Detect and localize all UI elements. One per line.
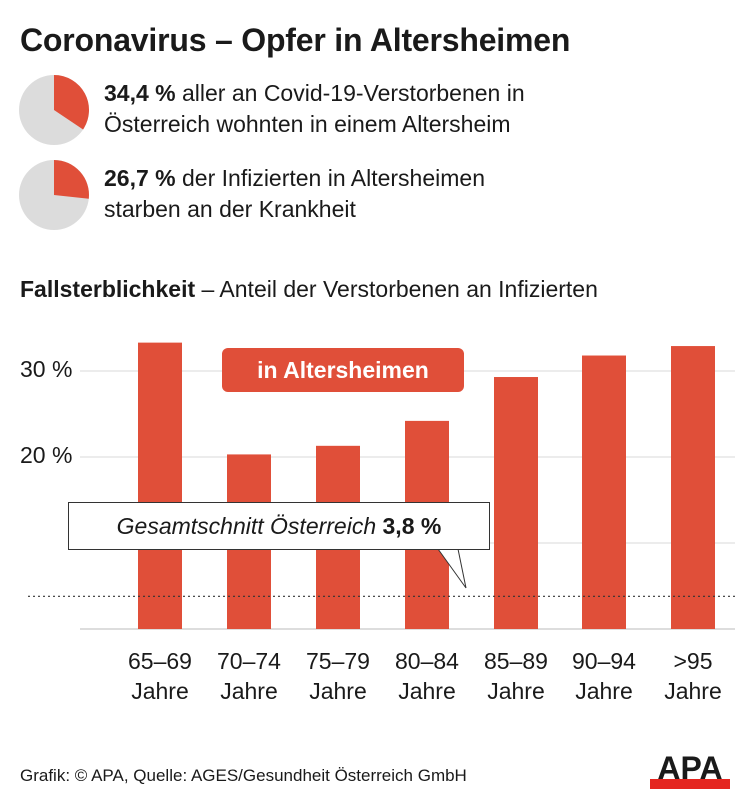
- stat-2: 26,7 % der Infizierten in Altersheimen s…: [104, 163, 485, 225]
- x-label-range: >95: [673, 648, 713, 674]
- x-label-unit: Jahre: [131, 678, 189, 704]
- apa-logo: APA: [650, 752, 730, 789]
- bar-90–94: [582, 355, 626, 629]
- series-label: in Altersheimen: [222, 348, 464, 392]
- x-label: 70–74 Jahre: [204, 646, 294, 706]
- stat-2-line1: der Infizierten in Altersheimen: [175, 165, 485, 191]
- stat-2-value: 26,7 %: [104, 165, 176, 191]
- chart-title-rest: – Anteil der Verstorbenen an Infizierten: [195, 276, 598, 302]
- x-label: 85–89 Jahre: [471, 646, 561, 706]
- reference-value: 3,8 %: [382, 513, 442, 539]
- x-label-range: 75–79: [306, 648, 370, 674]
- y-tick-20: 20 %: [20, 442, 73, 468]
- y-tick-30: 30 %: [20, 356, 73, 382]
- x-label-unit: Jahre: [398, 678, 456, 704]
- stat-1-line2: Österreich wohnten in einem Altersheim: [104, 111, 511, 137]
- x-label-unit: Jahre: [487, 678, 545, 704]
- x-label-range: 85–89: [484, 648, 548, 674]
- stat-2-line2: starben an der Krankheit: [104, 196, 356, 222]
- reference-callout: Gesamtschnitt Österreich 3,8 %: [68, 502, 490, 550]
- x-label-range: 80–84: [395, 648, 459, 674]
- x-label: 80–84 Jahre: [382, 646, 472, 706]
- footer-source: Grafik: © APA, Quelle: AGES/Gesundheit Ö…: [20, 766, 467, 785]
- x-label-unit: Jahre: [664, 678, 722, 704]
- callout-pointer: [437, 548, 467, 589]
- page-title: Coronavirus – Opfer in Altersheimen: [20, 22, 571, 58]
- stat-1: 34,4 % aller an Covid-19-Verstorbenen in…: [104, 78, 525, 140]
- x-label: 90–94 Jahre: [559, 646, 649, 706]
- stat-1-value: 34,4 %: [104, 80, 176, 106]
- chart-title: Fallsterblichkeit – Anteil der Verstorbe…: [20, 276, 598, 303]
- stat-1-line1: aller an Covid-19-Verstorbenen in: [175, 80, 525, 106]
- x-label-unit: Jahre: [575, 678, 633, 704]
- pie-slice-1: [54, 75, 89, 130]
- reference-label: Gesamtschnitt Österreich: [116, 513, 383, 539]
- x-label-range: 70–74: [217, 648, 281, 674]
- x-label: 75–79 Jahre: [293, 646, 383, 706]
- x-label: >95 Jahre: [648, 646, 738, 706]
- chart-title-bold: Fallsterblichkeit: [20, 276, 196, 302]
- x-label: 65–69 Jahre: [115, 646, 205, 706]
- x-label-range: 65–69: [128, 648, 192, 674]
- x-label-unit: Jahre: [309, 678, 367, 704]
- bar-85–89: [494, 377, 538, 629]
- x-label-unit: Jahre: [220, 678, 278, 704]
- bar->95: [671, 346, 715, 629]
- pie-slice-2: [54, 160, 89, 199]
- bar-65–69: [138, 342, 182, 629]
- x-label-range: 90–94: [572, 648, 636, 674]
